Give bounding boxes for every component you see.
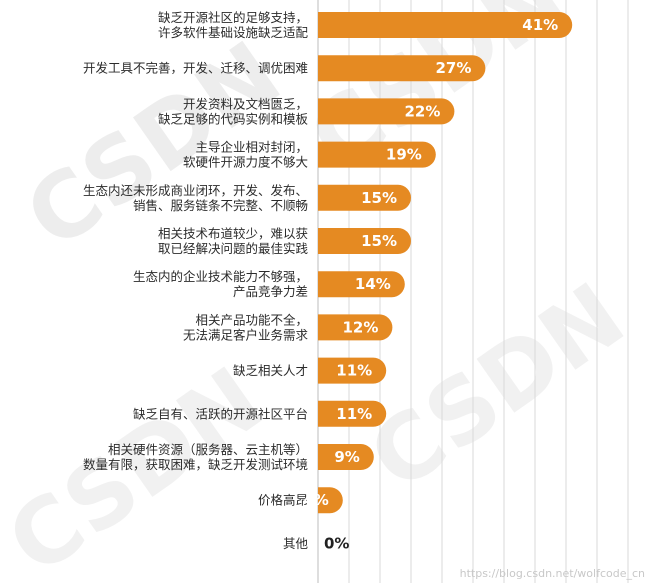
category-label: 软硬件开源力度不够大 — [183, 155, 308, 170]
category-label: 无法满足客户业务需求 — [183, 327, 309, 342]
bar — [318, 141, 436, 168]
value-label: 12% — [342, 318, 378, 336]
bar — [318, 228, 411, 254]
bar — [318, 55, 486, 82]
value-label: 0% — [324, 534, 349, 552]
bar — [318, 184, 411, 211]
watermark-url: https://blog.csdn.net/wolfcode_cn — [460, 567, 645, 580]
category-label: 产品竞争力差 — [233, 284, 308, 299]
category-label: 生态内的企业技术能力不够强， — [133, 269, 308, 284]
value-label: 19% — [386, 146, 422, 164]
category-label: 相关技术布道较少，难以获 — [158, 226, 308, 241]
bar — [318, 271, 405, 298]
category-label: 主导企业相对封闭， — [195, 140, 308, 155]
category-label: 许多软件基础设施缺乏适配 — [158, 25, 309, 40]
category-label: 开发资料及文档匮乏， — [183, 96, 308, 111]
category-label: 数量有限，获取困难，缺乏开发测试环境 — [83, 457, 308, 472]
bar — [318, 314, 393, 341]
value-labels: 41% 27% 22% 19% 15% 15% 14% 12% 11% 11% 9% 4% 0% — [303, 16, 558, 552]
bar — [318, 400, 387, 427]
category-label: 缺乏自有、活跃的开源社区平台 — [133, 406, 308, 421]
value-label: 11% — [336, 362, 372, 380]
category-label: 生态内还未形成商业闭环，开发、发布、 — [83, 183, 308, 198]
bar — [318, 98, 455, 125]
category-label: 缺乏足够的代码实例和模板 — [158, 111, 309, 126]
category-labels: 缺乏开源社区的足够支持，许多软件基础设施缺乏适配开发工具不完善，开发、迁移、调优… — [83, 10, 309, 551]
value-label: 9% — [334, 448, 359, 466]
value-label: 4% — [303, 491, 328, 509]
bars — [318, 12, 573, 514]
bar — [318, 357, 387, 384]
category-label: 相关产品功能不全， — [195, 312, 308, 327]
value-label: 15% — [361, 232, 397, 250]
bar — [318, 12, 573, 38]
category-label: 开发工具不完善，开发、迁移、调优困难 — [83, 61, 308, 76]
category-label: 缺乏开源社区的足够支持， — [158, 10, 308, 25]
value-label: 22% — [404, 102, 440, 120]
category-label: 价格高昂 — [258, 493, 308, 508]
category-label: 相关硬件资源（服务器、云主机等） — [108, 442, 308, 457]
category-label: 销售、服务链条不完整、不顺畅 — [133, 198, 308, 213]
value-label: 15% — [361, 189, 397, 207]
value-label: 41% — [522, 16, 558, 34]
bar — [318, 487, 343, 514]
value-label: 11% — [336, 405, 372, 423]
value-label: 14% — [355, 275, 391, 293]
watermark-logo: CSDN — [351, 263, 643, 511]
category-label: 取已经解决问题的最佳实践 — [158, 241, 309, 256]
category-label: 其他 — [283, 536, 309, 551]
value-label: 27% — [435, 59, 471, 77]
category-label: 缺乏相关人才 — [233, 363, 308, 378]
bar — [318, 444, 374, 470]
